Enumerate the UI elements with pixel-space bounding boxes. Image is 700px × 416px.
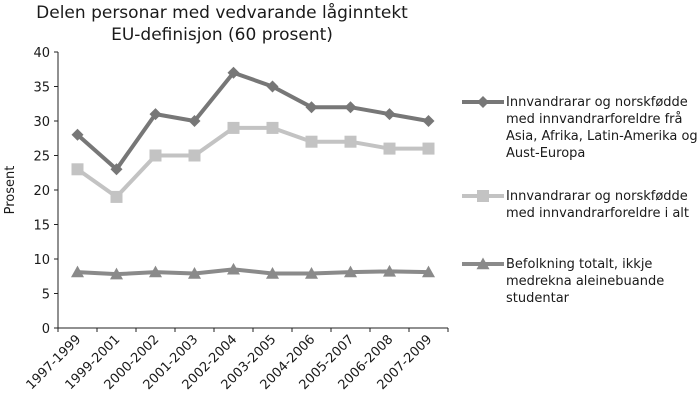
legend-marker-3 — [476, 257, 490, 270]
data-point — [305, 135, 318, 148]
y-axis-title: Prosent — [3, 166, 18, 215]
data-point — [266, 80, 279, 93]
data-point — [422, 115, 435, 127]
data-point — [383, 264, 396, 277]
legend-label: Asia, Afrika, Latin-Amerika og — [506, 129, 698, 144]
y-tick-label: 25 — [33, 150, 50, 165]
y-tick-label: 0 — [42, 322, 50, 337]
data-point — [266, 266, 279, 279]
legend-marker-1 — [477, 96, 489, 108]
data-point — [149, 265, 162, 278]
data-point — [422, 142, 435, 155]
plot-area: 0510152025303540Prosent1997-19991999-200… — [3, 46, 449, 393]
data-point — [149, 149, 162, 162]
chart-title-line-1: Delen personar med vedvarande låginntekt — [36, 2, 408, 23]
data-point — [110, 163, 123, 176]
data-point — [188, 115, 201, 127]
data-point — [110, 190, 123, 203]
data-point — [383, 108, 396, 121]
data-point — [383, 142, 396, 155]
data-point — [344, 101, 357, 114]
legend-label: Befolkning totalt, ikkje — [506, 257, 652, 272]
legend-label: med innvandrarforeldre i alt — [506, 206, 689, 221]
legend-label: Aust-Europa — [506, 146, 585, 161]
y-tick-label: 35 — [33, 81, 50, 96]
data-point — [227, 66, 240, 79]
data-point — [266, 121, 279, 134]
y-tick-label: 40 — [33, 46, 50, 61]
data-point — [188, 266, 201, 279]
legend-label: medrekna aleinebuande — [506, 274, 664, 289]
y-tick-label: 10 — [33, 253, 50, 268]
legend-label: studentar — [506, 291, 570, 306]
legend-marker-2 — [477, 190, 489, 202]
legend: Innvandrarar og norskfødde med innvandrar… — [462, 95, 698, 306]
y-tick-label: 30 — [33, 115, 50, 130]
data-point — [344, 265, 357, 278]
data-point — [305, 101, 318, 114]
y-tick-label: 20 — [33, 184, 50, 199]
data-point — [422, 265, 435, 278]
data-point — [149, 108, 162, 121]
data-point — [71, 163, 84, 176]
legend-label: Innvandrarar og norskfødde — [506, 95, 688, 110]
data-point — [188, 149, 201, 162]
legend-label: Innvandrarar og norskfødde — [506, 189, 688, 204]
data-point — [110, 267, 123, 280]
data-point — [344, 135, 357, 148]
data-point — [71, 265, 84, 278]
data-point — [71, 128, 84, 141]
series-line-3 — [77, 267, 429, 277]
y-tick-label: 15 — [33, 219, 50, 234]
y-tick-label: 5 — [42, 288, 50, 303]
chart-title-line-2: EU-definisjon (60 prosent) — [111, 25, 333, 45]
data-point — [227, 121, 240, 134]
data-point — [227, 262, 240, 275]
legend-label: med innvandrarforeldre frå — [506, 112, 682, 127]
data-point — [305, 266, 318, 279]
series-line-1 — [76, 70, 429, 172]
series-line-2 — [76, 125, 429, 199]
